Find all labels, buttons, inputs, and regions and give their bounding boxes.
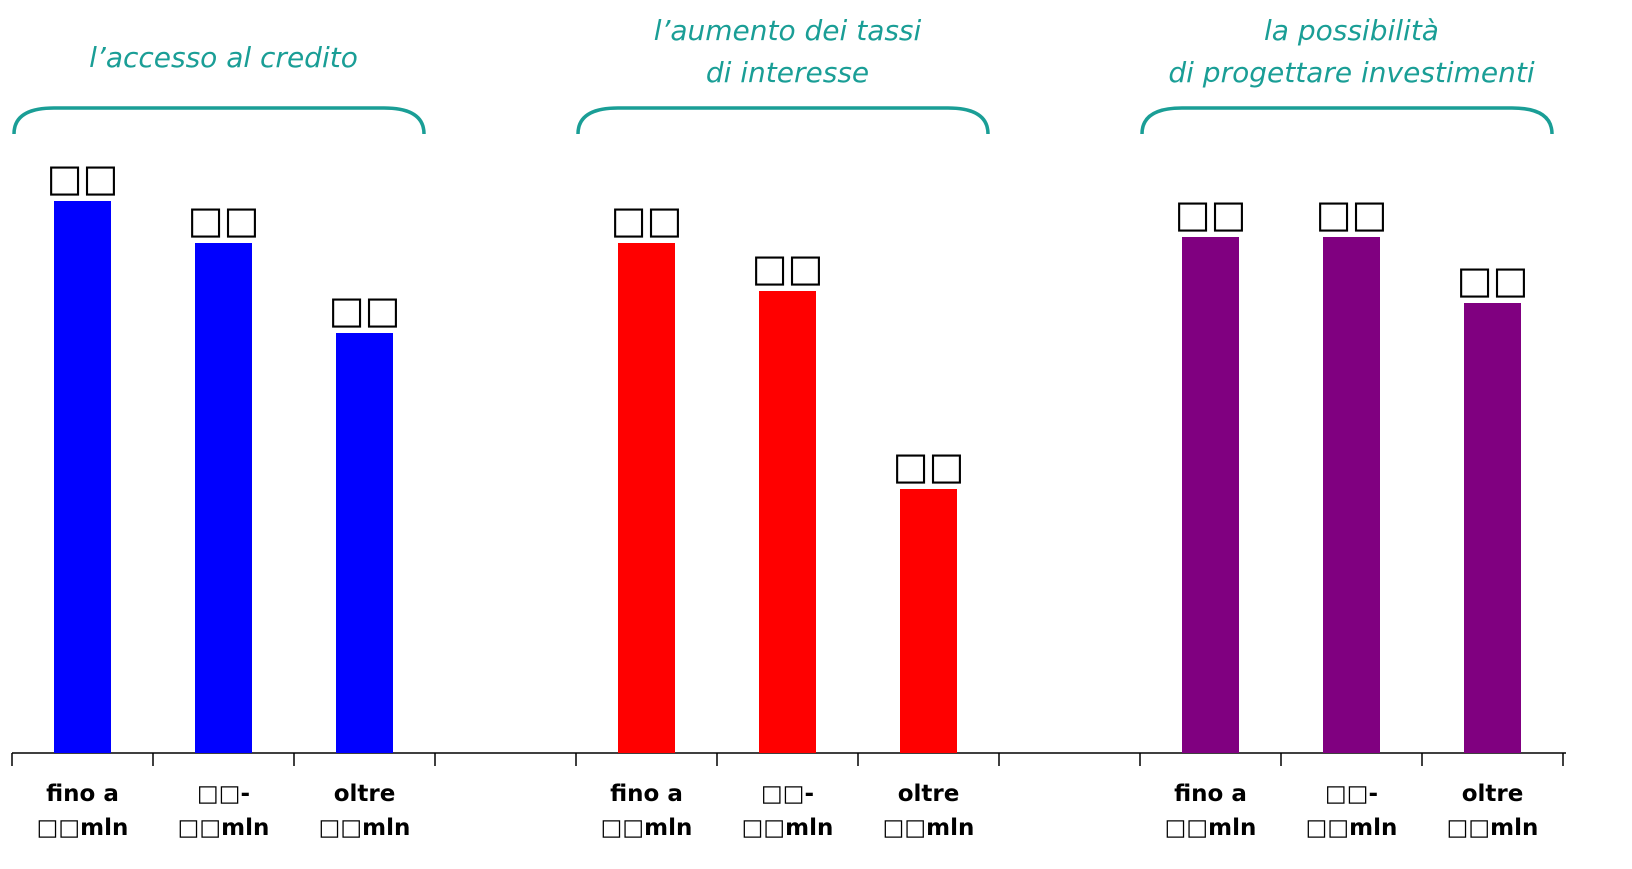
data-label: □□ [188,198,260,242]
bar [54,201,111,753]
group-title: la possibilità [1264,14,1439,47]
bar [618,243,675,753]
x-tick-label: □□mln [1306,815,1398,841]
group-title: l’accesso al credito [89,41,358,74]
data-label: □□ [752,246,824,290]
x-tick-label: □□mln [178,815,270,841]
x-tick-label: □□mln [319,815,411,841]
data-label: □□ [611,198,683,242]
x-tick-label: oltre [1462,781,1524,807]
group-title: di progettare investimenti [1168,56,1535,89]
x-tick-label: □□- [761,781,814,807]
data-label: □□ [1175,192,1247,236]
bar [1182,237,1239,753]
x-tick-label: oltre [898,781,960,807]
x-tick-label: fino a [610,781,683,807]
group-title: l’aumento dei tassi [654,14,922,47]
data-label: □□ [1457,258,1529,302]
data-label: □□ [1316,192,1388,236]
bar [900,489,957,753]
group-bracket [1140,106,1554,135]
x-tick-label: □□mln [883,815,975,841]
x-tick-label: □□- [197,781,250,807]
group-bracket [576,106,990,135]
x-tick-label: □□mln [601,815,693,841]
x-tick-label: □□- [1325,781,1378,807]
x-tick-label: fino a [46,781,119,807]
x-tick-label: □□mln [37,815,129,841]
data-label: □□ [47,156,119,200]
bar [336,333,393,753]
bar [195,243,252,753]
data-label: □□ [893,444,965,488]
data-label: □□ [329,288,401,332]
bar [1464,303,1521,753]
group-title: di interesse [706,56,869,89]
x-tick-label: fino a [1174,781,1247,807]
x-tick-label: □□mln [1165,815,1257,841]
bar [1323,237,1380,753]
x-tick-label: oltre [334,781,396,807]
bar [759,291,816,753]
x-tick-label: □□mln [1447,815,1539,841]
group-bracket [12,106,426,135]
x-tick-label: □□mln [742,815,834,841]
